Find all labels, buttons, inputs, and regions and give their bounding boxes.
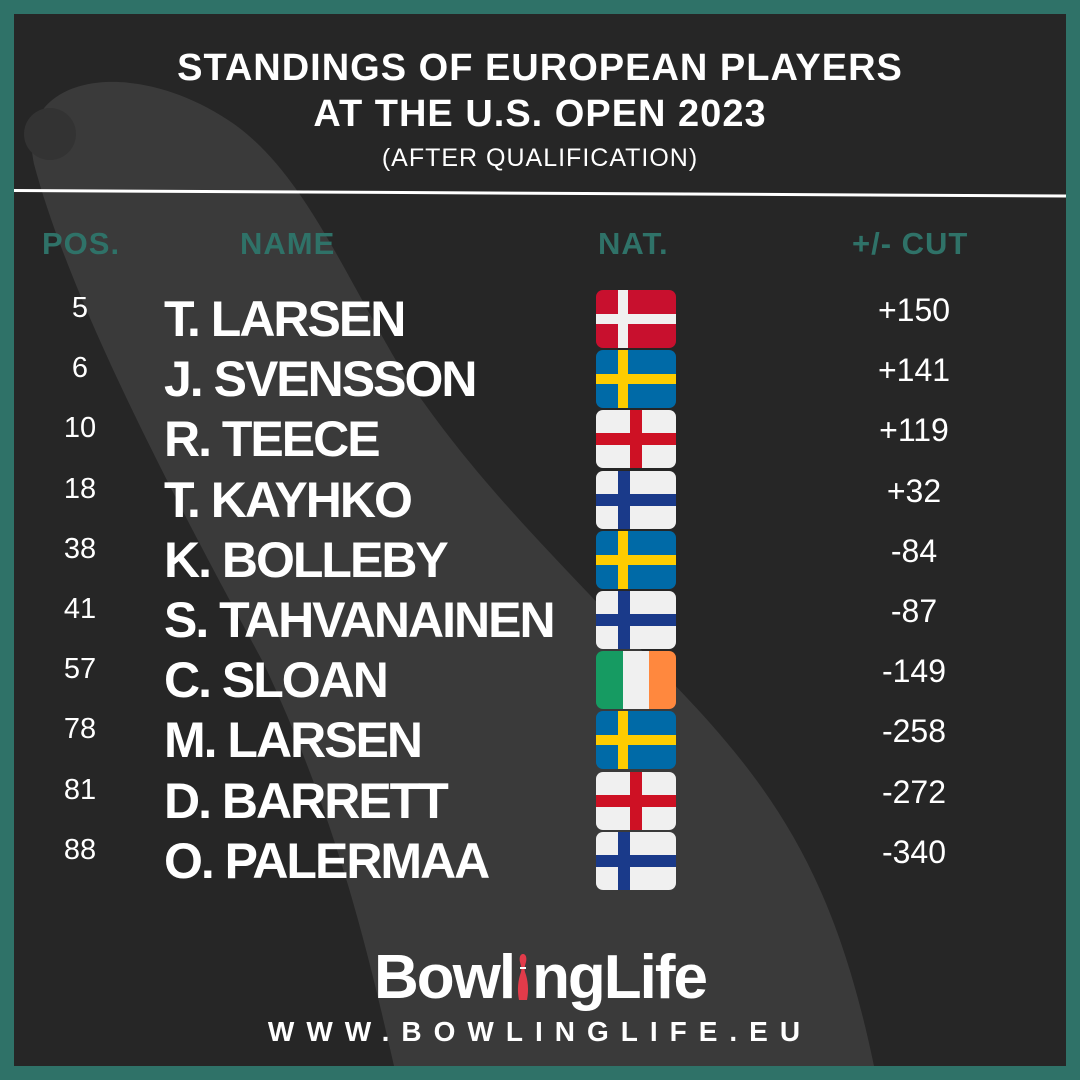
- denmark-flag: [596, 290, 676, 348]
- row-player-name: T. LARSEN: [164, 291, 406, 347]
- row-cut-value: -258: [881, 713, 947, 750]
- finland-flag: [596, 831, 676, 890]
- row-player-name: O. PALERMAA: [164, 832, 490, 889]
- table-row: 6 J. SVENSSON +141: [14, 350, 1066, 410]
- table-row: 38 K. BOLLEBY -84: [14, 530, 1066, 591]
- row-position: 38: [63, 532, 97, 565]
- table-row: 88 O. PALERMAA -340: [14, 831, 1066, 892]
- header-pos: POS.: [42, 226, 121, 261]
- row-player-name: T. KAYHKO: [164, 471, 413, 528]
- row-player-name: K. BOLLEBY: [164, 531, 449, 588]
- row-position: 57: [63, 653, 97, 686]
- logo-text-part2: ngLife: [532, 943, 708, 1012]
- title-line-2: AT THE U.S. OPEN 2023: [313, 93, 767, 135]
- sweden-flag: [596, 530, 676, 589]
- row-cut-value: -272: [881, 773, 947, 810]
- row-cut-value: +119: [879, 412, 949, 449]
- row-position: 41: [63, 593, 97, 625]
- row-position: 78: [63, 713, 97, 746]
- ireland-flag: [596, 651, 676, 710]
- row-cut-value: +141: [877, 352, 951, 389]
- graphic-frame: STANDINGS OF EUROPEAN PLAYERS AT THE U.S…: [14, 14, 1066, 1066]
- table-row: 18 T. KAYHKO +32: [14, 470, 1066, 531]
- row-player-name: J. SVENSSON: [164, 351, 477, 408]
- finland-flag: [596, 470, 676, 529]
- row-player-name: S. TAHVANAINEN: [164, 592, 556, 648]
- table-row: 78 M. LARSEN -258: [14, 711, 1066, 771]
- row-cut-value: -340: [881, 833, 947, 870]
- row-position: 88: [63, 833, 97, 866]
- website-url: WWW.BOWLINGLIFE.EU: [267, 1016, 813, 1047]
- row-player-name: D. BARRETT: [164, 772, 449, 829]
- header-name: NAME: [240, 226, 336, 261]
- row-cut-value: +32: [886, 472, 942, 509]
- table-row: 10 R. TEECE +119: [14, 410, 1066, 470]
- row-cut-value: -149: [881, 653, 947, 690]
- row-position: 18: [63, 472, 97, 505]
- sweden-flag: [596, 711, 676, 770]
- logo-text-part1: Bowl: [373, 943, 516, 1012]
- england-flag: [596, 410, 676, 469]
- row-position: 10: [63, 412, 97, 445]
- table-row: 5 T. LARSEN +150: [14, 290, 1066, 350]
- row-position: 5: [71, 292, 89, 324]
- row-player-name: C. SLOAN: [164, 652, 389, 709]
- table-row: 57 C. SLOAN -149: [14, 651, 1066, 711]
- bowling-pin-icon: [518, 954, 529, 1000]
- row-cut-value: +150: [877, 292, 951, 328]
- header-nat: NAT.: [598, 226, 669, 261]
- row-position: 6: [71, 352, 89, 385]
- row-cut-value: -84: [890, 532, 938, 569]
- row-player-name: R. TEECE: [164, 411, 381, 468]
- table-row: 81 D. BARRETT -272: [14, 771, 1066, 832]
- row-cut-value: -87: [890, 593, 938, 629]
- sweden-flag: [596, 350, 676, 409]
- row-player-name: M. LARSEN: [164, 712, 423, 769]
- england-flag: [596, 771, 676, 830]
- row-position: 81: [63, 773, 97, 806]
- subtitle: (AFTER QUALIFICATION): [381, 144, 699, 172]
- bowlinglife-logo: Bowl ngLife: [14, 942, 1066, 1013]
- finland-flag: [596, 591, 676, 649]
- title-line-1: STANDINGS OF EUROPEAN PLAYERS: [177, 47, 903, 89]
- header-cut: +/- CUT: [852, 226, 969, 261]
- table-row: 41 S. TAHVANAINEN -87: [14, 591, 1066, 651]
